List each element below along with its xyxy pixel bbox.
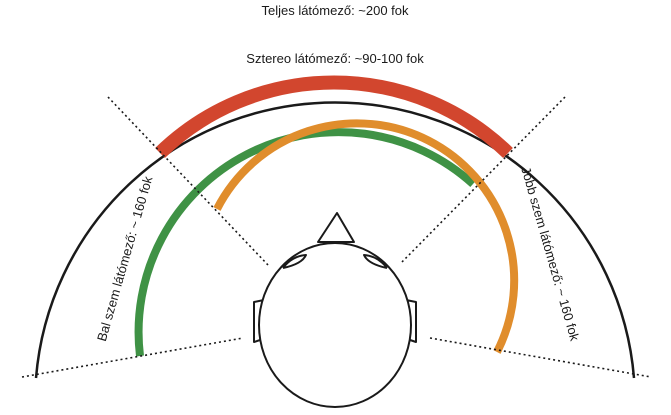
total-field-label: Teljes látómező: ~200 fok	[261, 3, 409, 18]
nose-icon	[317, 212, 355, 243]
total-field-arc	[34, 101, 636, 379]
boundary-line-right-horizontal	[429, 337, 652, 378]
left-eye-icon	[282, 254, 307, 269]
right-eye-icon	[363, 254, 388, 269]
boundary-line-left-horizontal	[21, 337, 244, 378]
boundary-line-left-diagonal	[107, 96, 269, 266]
boundary-line-right-diagonal	[401, 96, 566, 263]
stereo-field-label: Sztereo látómező: ~90-100 fok	[246, 51, 424, 66]
right-eye-field-label: Jobb szem látómező: ~ 160 fok	[518, 165, 582, 343]
head-outline	[258, 242, 412, 408]
right-eye-field-arc	[213, 119, 519, 354]
left-eye-field-label: Bal szem látómező: ~ 160 fok	[94, 174, 156, 343]
left-eye-field-arc	[134, 128, 476, 357]
stereo-field-arc	[155, 75, 513, 159]
field-boundary-lines	[21, 96, 652, 378]
head-top-view-icon	[253, 212, 417, 408]
